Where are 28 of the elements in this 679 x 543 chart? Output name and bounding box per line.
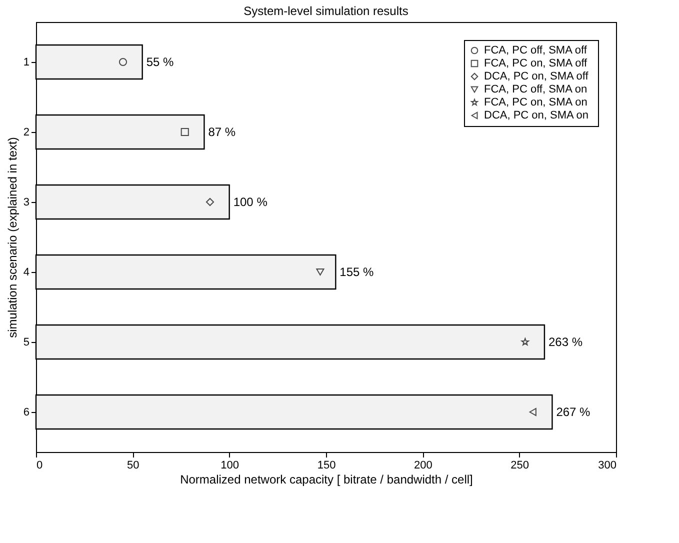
x-tick-label: 150 [317,460,336,472]
data-label: 155 % [340,265,374,279]
x-axis-title: Normalized network capacity [ bitrate / bandwidth / cell] [180,472,473,486]
y-tick-label: 1 [23,56,30,68]
x-tick-label: 300 [598,460,616,472]
y-tick-label: 3 [23,196,30,208]
legend-label: DCA, PC on, SMA off [484,70,590,82]
y-tick-label: 6 [23,406,30,418]
x-tick-label: 0 [36,460,43,472]
data-label: 100 % [233,195,268,209]
x-tick-label: 250 [510,460,530,472]
y-tick-label: 5 [23,336,30,348]
data-label: 263 % [548,335,583,349]
legend-label: FCA, PC off, SMA off [484,44,588,56]
y-axis-title: simulation scenario (explained in text) [5,137,20,338]
legend-label: FCA, PC off, SMA on [484,84,588,96]
data-label: 87 % [208,125,236,139]
chart-title: System-level simulation results [244,4,408,18]
legend-label: FCA, PC on, SMA off [484,58,588,70]
legend-label: DCA, PC on, SMA on [484,110,589,122]
x-tick-label: 100 [220,460,240,472]
legend-label: FCA, PC on, SMA on [484,96,588,108]
x-tick-label: 200 [414,460,432,472]
data-label: 55 % [146,55,174,69]
x-tick-label: 50 [127,460,140,472]
data-label: 267 % [556,405,591,419]
y-tick-label: 2 [23,126,30,138]
y-tick-label: 4 [23,266,30,278]
